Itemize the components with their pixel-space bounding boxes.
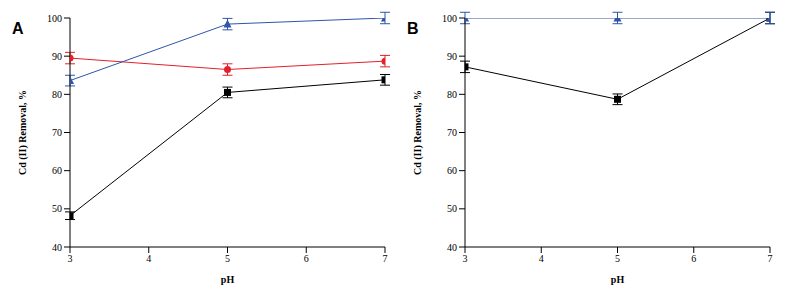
svg-text:4: 4 <box>146 253 151 264</box>
svg-text:5: 5 <box>225 253 230 264</box>
svg-text:3: 3 <box>463 253 468 264</box>
svg-text:7: 7 <box>768 253 773 264</box>
svg-text:60: 60 <box>52 165 62 176</box>
svg-text:90: 90 <box>447 51 457 62</box>
svg-text:pH: pH <box>611 274 625 285</box>
svg-text:50: 50 <box>447 203 457 214</box>
svg-text:Cd (II) Removal, %: Cd (II) Removal, % <box>17 90 29 175</box>
svg-text:60: 60 <box>447 165 457 176</box>
svg-text:80: 80 <box>447 89 457 100</box>
svg-text:3: 3 <box>68 253 73 264</box>
svg-text:70: 70 <box>447 127 457 138</box>
svg-text:50: 50 <box>52 203 62 214</box>
svg-text:100: 100 <box>442 13 457 24</box>
svg-text:40: 40 <box>52 242 62 253</box>
svg-text:70: 70 <box>52 127 62 138</box>
svg-text:5: 5 <box>615 253 620 264</box>
svg-text:90: 90 <box>52 51 62 62</box>
svg-text:7: 7 <box>383 253 388 264</box>
svg-text:pH: pH <box>221 274 235 285</box>
svg-text:40: 40 <box>447 242 457 253</box>
svg-text:4: 4 <box>539 253 544 264</box>
svg-text:6: 6 <box>304 253 309 264</box>
svg-text:Cd (II) Removal, %: Cd (II) Removal, % <box>412 90 424 175</box>
svg-text:100: 100 <box>47 13 62 24</box>
html-text:A: A <box>12 20 24 37</box>
svg-text:6: 6 <box>691 253 696 264</box>
svg-text:80: 80 <box>52 89 62 100</box>
html-text:B: B <box>407 20 419 37</box>
